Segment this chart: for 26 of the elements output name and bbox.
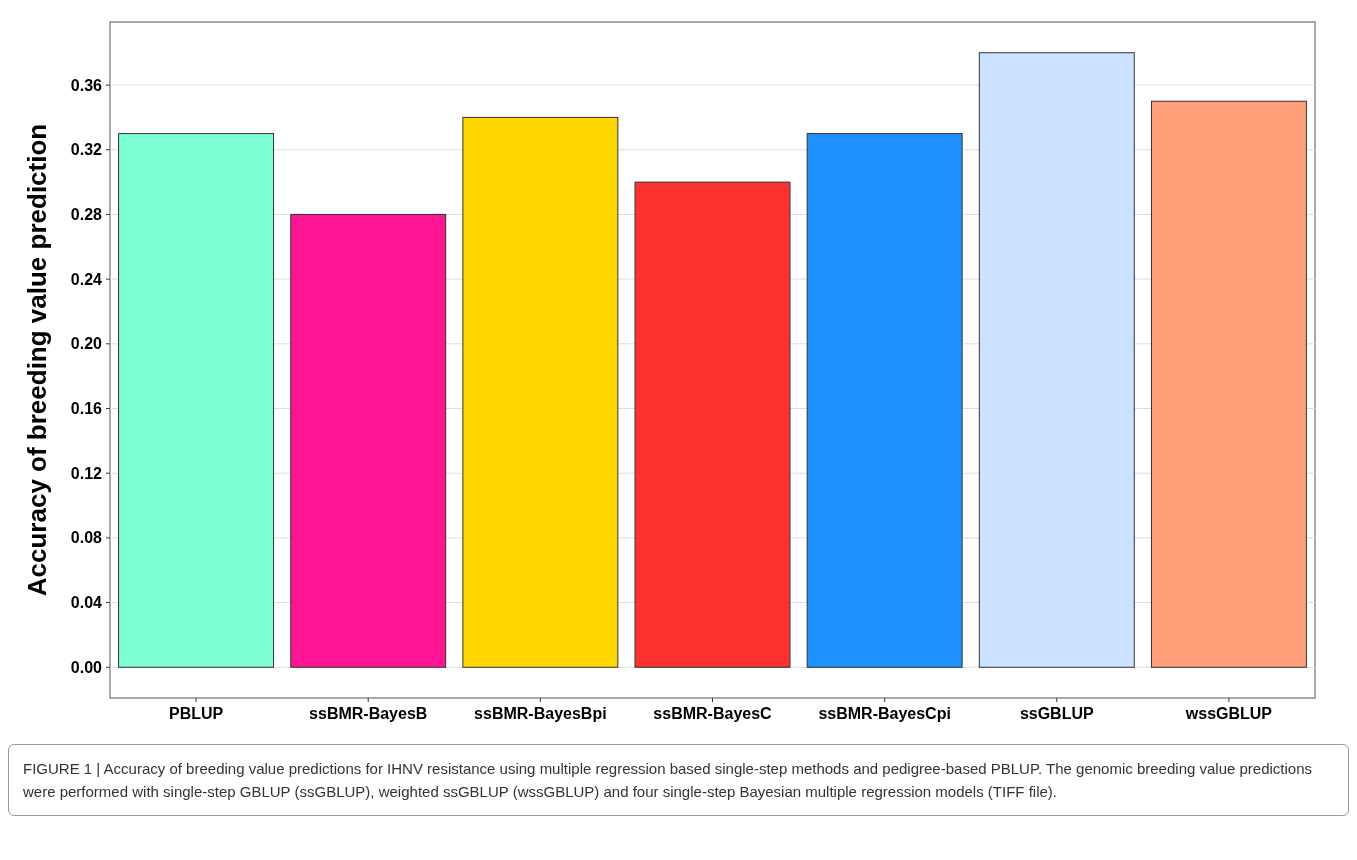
x-tick-label: PBLUP bbox=[168, 705, 224, 722]
bar bbox=[806, 133, 963, 668]
y-tick-label: 0.16 bbox=[70, 400, 103, 418]
y-tick-label: 0.12 bbox=[70, 464, 103, 482]
x-tick-label: ssBMR-BayesCpi bbox=[818, 705, 951, 722]
y-tick-label: 0.24 bbox=[70, 270, 103, 288]
x-tick-label: ssBMR-BayesBpi bbox=[474, 705, 607, 722]
y-tick-label: 0.08 bbox=[70, 529, 103, 547]
bar bbox=[1150, 100, 1307, 668]
bar bbox=[462, 116, 619, 668]
y-axis-title: Accuracy of breeding value prediction bbox=[22, 123, 52, 597]
y-tick-label: 0.28 bbox=[70, 206, 103, 224]
y-tick-label: 0.04 bbox=[70, 594, 103, 612]
y-tick-label: 0.36 bbox=[70, 76, 103, 94]
y-tick-label: 0.00 bbox=[70, 658, 103, 676]
caption: FIGURE 1 | Accuracy of breeding value predictions for IHNV resistance using multiple regression based single-step methods and pedigree-based PBLUP. The genomic breeding value predictions were performed with single-step GBLUP (ssGBLUP), weighted ssGBLUP (wssGBLUP) and four single-step Bayesian multiple regression models (TIFF file). bbox=[8, 744, 1349, 816]
x-tick-label: ssBMR-BayesB bbox=[309, 705, 428, 722]
bar bbox=[118, 133, 275, 668]
bar bbox=[634, 181, 791, 668]
x-tick-label: ssGBLUP bbox=[1019, 705, 1095, 722]
y-tick-label: 0.32 bbox=[70, 141, 103, 159]
bar bbox=[978, 52, 1135, 668]
x-tick-label: ssBMR-BayesC bbox=[653, 705, 773, 722]
x-tick-label: wssGBLUP bbox=[1184, 705, 1273, 722]
bar bbox=[290, 213, 447, 668]
y-tick-label: 0.20 bbox=[70, 335, 103, 353]
